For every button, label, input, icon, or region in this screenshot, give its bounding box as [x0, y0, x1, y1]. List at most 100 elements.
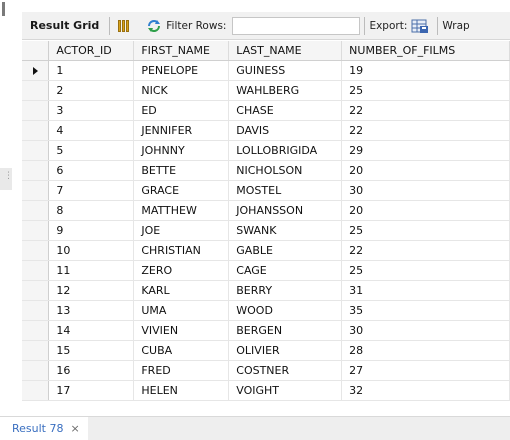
table-row[interactable]: 17 HELEN VOIGHT 32	[22, 380, 510, 401]
cell-actor-id[interactable]: 6	[48, 160, 135, 181]
column-header-actor-id[interactable]: ACTOR_ID	[48, 41, 135, 61]
column-header-number-of-films[interactable]: NUMBER_OF_FILMS	[341, 41, 510, 61]
result-tab[interactable]: Result 78 ×	[0, 417, 88, 440]
cell-number-of-films[interactable]: 22	[341, 240, 510, 261]
cell-last-name[interactable]: NICHOLSON	[228, 160, 343, 181]
cell-first-name[interactable]: HELEN	[133, 380, 230, 401]
table-row[interactable]: 6 BETTE NICHOLSON 20	[22, 160, 510, 181]
table-row[interactable]: 11 ZERO CAGE 25	[22, 260, 510, 281]
row-gutter[interactable]	[22, 60, 50, 81]
cell-actor-id[interactable]: 9	[48, 220, 135, 241]
cell-last-name[interactable]: GABLE	[228, 240, 343, 261]
row-gutter[interactable]	[22, 320, 50, 341]
table-row[interactable]: 13 UMA WOOD 35	[22, 300, 510, 321]
close-icon[interactable]: ×	[70, 422, 80, 435]
row-gutter[interactable]	[22, 280, 50, 301]
cell-actor-id[interactable]: 17	[48, 380, 135, 401]
cell-last-name[interactable]: WOOD	[228, 300, 343, 321]
cell-first-name[interactable]: UMA	[133, 300, 230, 321]
cell-actor-id[interactable]: 7	[48, 180, 135, 201]
row-header-corner[interactable]	[22, 41, 50, 61]
cell-number-of-films[interactable]: 19	[341, 60, 510, 81]
cell-last-name[interactable]: JOHANSSON	[228, 200, 343, 221]
cell-number-of-films[interactable]: 31	[341, 280, 510, 301]
cell-first-name[interactable]: CUBA	[133, 340, 230, 361]
cell-first-name[interactable]: PENELOPE	[133, 60, 230, 81]
row-gutter[interactable]	[22, 120, 50, 141]
cell-last-name[interactable]: COSTNER	[228, 360, 343, 381]
cell-number-of-films[interactable]: 30	[341, 320, 510, 341]
cell-actor-id[interactable]: 12	[48, 280, 135, 301]
cell-actor-id[interactable]: 10	[48, 240, 135, 261]
row-gutter[interactable]	[22, 380, 50, 401]
cell-number-of-films[interactable]: 25	[341, 260, 510, 281]
cell-first-name[interactable]: JOE	[133, 220, 230, 241]
row-gutter[interactable]	[22, 300, 50, 321]
cell-number-of-films[interactable]: 35	[341, 300, 510, 321]
filter-rows-input[interactable]	[232, 16, 361, 35]
cell-number-of-films[interactable]: 29	[341, 140, 510, 161]
cell-first-name[interactable]: NICK	[133, 80, 230, 101]
cell-last-name[interactable]: LOLLOBRIGIDA	[228, 140, 343, 161]
row-gutter[interactable]	[22, 180, 50, 201]
cell-number-of-films[interactable]: 28	[341, 340, 510, 361]
table-row[interactable]: 9 JOE SWANK 25	[22, 220, 510, 241]
result-grid[interactable]: ACTOR_ID FIRST_NAME LAST_NAME NUMBER_OF_…	[22, 41, 510, 416]
cell-first-name[interactable]: GRACE	[133, 180, 230, 201]
table-row[interactable]: 10 CHRISTIAN GABLE 22	[22, 240, 510, 261]
table-row[interactable]: 14 VIVIEN BERGEN 30	[22, 320, 510, 341]
row-gutter[interactable]	[22, 140, 50, 161]
refresh-filter-icon[interactable]	[146, 18, 162, 34]
cell-actor-id[interactable]: 15	[48, 340, 135, 361]
cell-first-name[interactable]: ED	[133, 100, 230, 121]
cell-first-name[interactable]: ZERO	[133, 260, 230, 281]
cell-last-name[interactable]: BERGEN	[228, 320, 343, 341]
cell-number-of-films[interactable]: 27	[341, 360, 510, 381]
table-row[interactable]: 2 NICK WAHLBERG 25	[22, 80, 510, 101]
cell-first-name[interactable]: JENNIFER	[133, 120, 230, 141]
table-row[interactable]: 7 GRACE MOSTEL 30	[22, 180, 510, 201]
cell-last-name[interactable]: OLIVIER	[228, 340, 343, 361]
cell-first-name[interactable]: KARL	[133, 280, 230, 301]
cell-actor-id[interactable]: 5	[48, 140, 135, 161]
cell-number-of-films[interactable]: 20	[341, 160, 510, 181]
table-row[interactable]: 4 JENNIFER DAVIS 22	[22, 120, 510, 141]
cell-number-of-films[interactable]: 22	[341, 100, 510, 121]
cell-actor-id[interactable]: 1	[48, 60, 135, 81]
table-row[interactable]: 15 CUBA OLIVIER 28	[22, 340, 510, 361]
row-gutter[interactable]	[22, 240, 50, 261]
cell-number-of-films[interactable]: 22	[341, 120, 510, 141]
cell-last-name[interactable]: DAVIS	[228, 120, 343, 141]
cell-first-name[interactable]: JOHNNY	[133, 140, 230, 161]
column-header-last-name[interactable]: LAST_NAME	[228, 41, 343, 61]
cell-first-name[interactable]: BETTE	[133, 160, 230, 181]
cell-actor-id[interactable]: 13	[48, 300, 135, 321]
grid-layout-icon[interactable]	[118, 19, 130, 32]
cell-actor-id[interactable]: 3	[48, 100, 135, 121]
result-grid-tab[interactable]: Result Grid	[22, 12, 105, 40]
row-gutter[interactable]	[22, 100, 50, 121]
table-row[interactable]: 3 ED CHASE 22	[22, 100, 510, 121]
cell-number-of-films[interactable]: 25	[341, 220, 510, 241]
cell-actor-id[interactable]: 11	[48, 260, 135, 281]
cell-actor-id[interactable]: 8	[48, 200, 135, 221]
row-gutter[interactable]	[22, 220, 50, 241]
row-gutter[interactable]	[22, 160, 50, 181]
cell-actor-id[interactable]: 16	[48, 360, 135, 381]
export-icon[interactable]	[411, 18, 429, 34]
row-gutter[interactable]	[22, 260, 50, 281]
cell-actor-id[interactable]: 14	[48, 320, 135, 341]
cell-last-name[interactable]: MOSTEL	[228, 180, 343, 201]
table-row[interactable]: 1 PENELOPE GUINESS 19	[22, 60, 510, 81]
cell-last-name[interactable]: SWANK	[228, 220, 343, 241]
cell-last-name[interactable]: WAHLBERG	[228, 80, 343, 101]
column-header-first-name[interactable]: FIRST_NAME	[133, 41, 230, 61]
row-gutter[interactable]	[22, 340, 50, 361]
table-row[interactable]: 8 MATTHEW JOHANSSON 20	[22, 200, 510, 221]
row-gutter[interactable]	[22, 200, 50, 221]
cell-number-of-films[interactable]: 20	[341, 200, 510, 221]
cell-last-name[interactable]: VOIGHT	[228, 380, 343, 401]
cell-last-name[interactable]: CAGE	[228, 260, 343, 281]
cell-actor-id[interactable]: 2	[48, 80, 135, 101]
row-gutter[interactable]	[22, 80, 50, 101]
